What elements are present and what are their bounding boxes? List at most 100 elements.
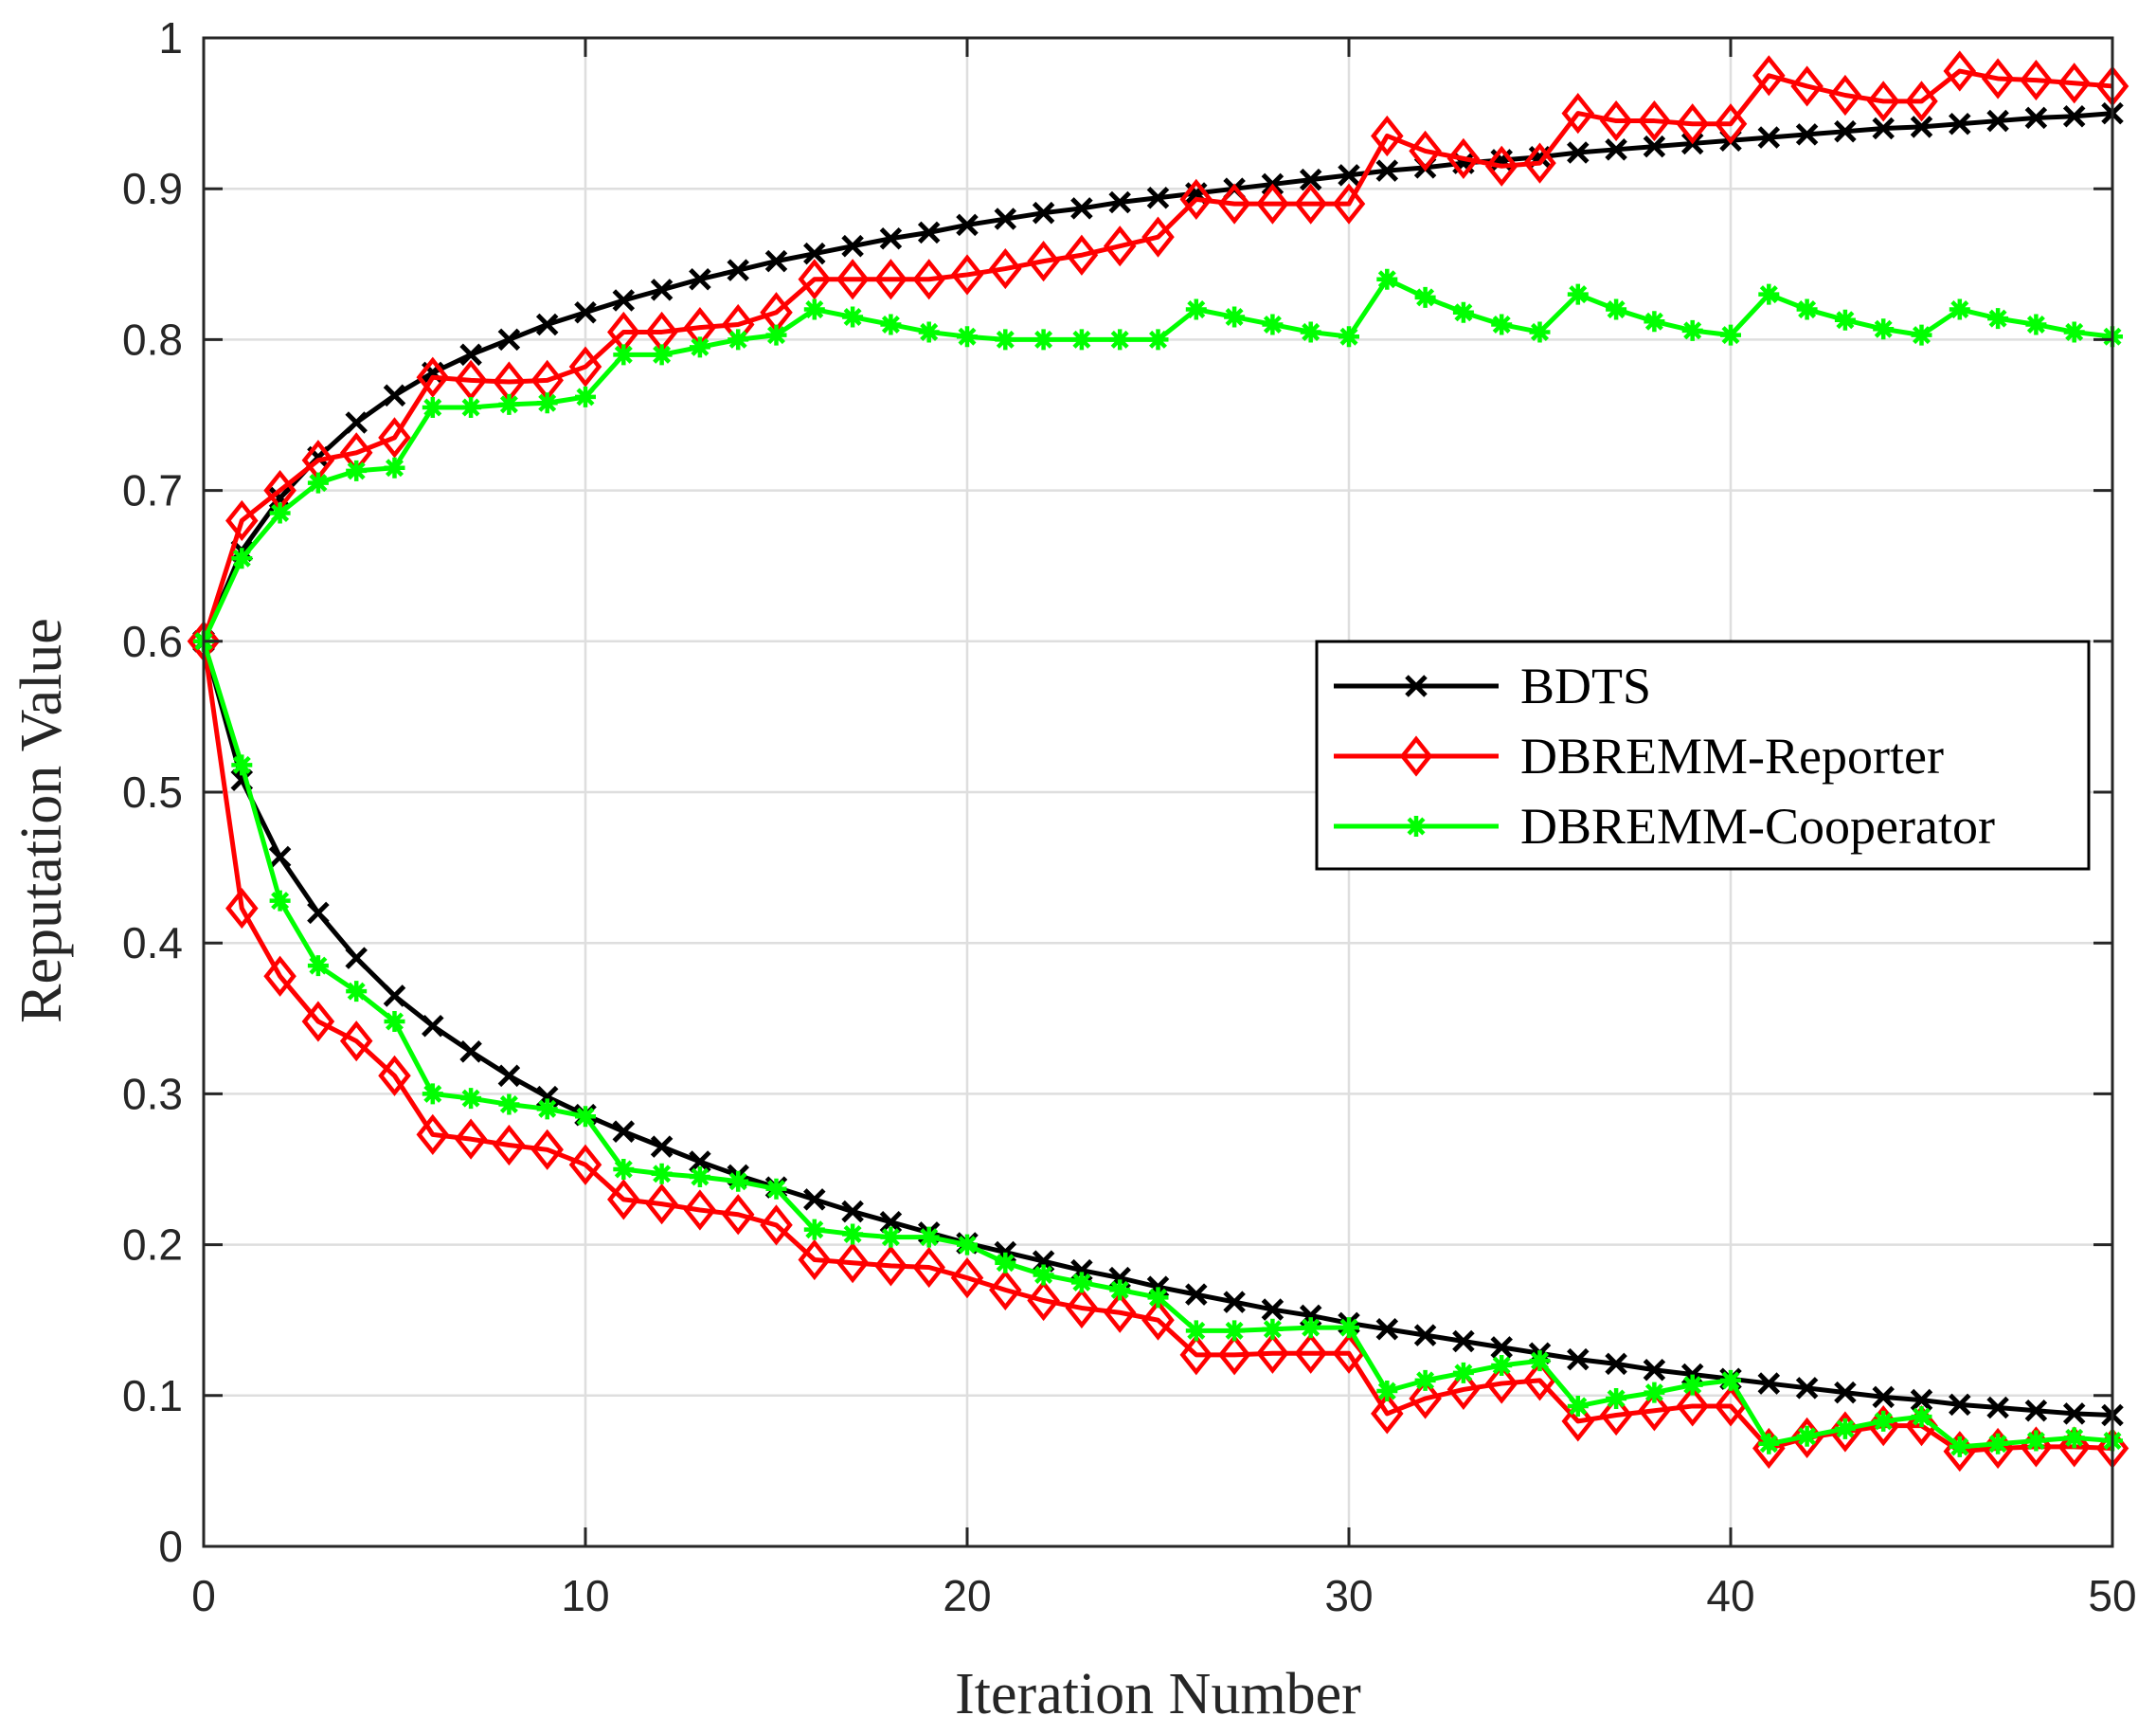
data-point-dbremm-reporter (835, 1242, 870, 1284)
data-point-dbremm-reporter (1409, 1378, 1442, 1419)
data-point-bdts (612, 1120, 636, 1143)
data-point-bdts (1146, 186, 1170, 209)
data-point-dbremm-reporter (1141, 216, 1175, 258)
data-point-dbremm-cooperator (728, 329, 749, 351)
data-point-bdts (1949, 112, 1971, 135)
data-point-dbremm-reporter (1065, 1287, 1099, 1329)
data-point-dbremm-cooperator (2025, 1430, 2047, 1452)
data-point-bdts (1185, 1283, 1208, 1306)
data-point-dbremm-reporter (378, 1055, 411, 1096)
data-point-dbremm-reporter (1484, 145, 1518, 187)
data-point-dbremm-reporter (1714, 1385, 1748, 1427)
data-point-dbremm-cooperator (1339, 326, 1359, 348)
data-point-bdts (1834, 119, 1857, 143)
data-point-bdts (1567, 1347, 1590, 1371)
data-point-dbremm-cooperator (1681, 1374, 1703, 1396)
y-tick-label: 0.1 (122, 1371, 183, 1420)
data-point-dbremm-reporter (1409, 130, 1442, 172)
data-point-dbremm-reporter (416, 1113, 450, 1155)
data-point-bdts (841, 234, 864, 258)
data-point-dbremm-cooperator (1911, 324, 1932, 346)
data-point-dbremm-cooperator (1033, 329, 1054, 351)
data-point-dbremm-cooperator (1987, 308, 2009, 330)
data-point-dbremm-reporter (301, 1001, 335, 1042)
data-point-dbremm-reporter (1294, 1332, 1327, 1374)
data-point-dbremm-cooperator (995, 1252, 1016, 1273)
data-point-dbremm-reporter (1599, 99, 1633, 142)
data-point-dbremm-reporter (225, 499, 259, 542)
data-point-dbremm-cooperator (1262, 314, 1284, 335)
data-point-dbremm-cooperator (1185, 1320, 1207, 1342)
data-point-dbremm-cooperator (1452, 301, 1474, 323)
data-point-dbremm-reporter (1446, 137, 1481, 179)
data-point-dbremm-reporter (1179, 178, 1213, 220)
data-point-bdts (2062, 105, 2086, 128)
data-point-dbremm-reporter (1371, 115, 1404, 157)
data-point-dbremm-cooperator (1491, 1354, 1513, 1376)
data-point-dbremm-reporter (1179, 1334, 1213, 1376)
data-point-bdts (1910, 116, 1933, 138)
data-point-dbremm-reporter (1446, 1368, 1481, 1411)
data-point-bdts (1375, 1317, 1399, 1341)
data-point-dbremm-reporter (1256, 183, 1289, 225)
data-point-dbremm-reporter (1027, 1279, 1060, 1322)
data-point-dbremm-reporter (1676, 103, 1709, 145)
data-point-dbremm-reporter (1332, 183, 1366, 225)
data-point-bdts (307, 901, 330, 925)
data-point-bdts (1299, 168, 1322, 191)
data-point-bdts (1223, 1291, 1246, 1313)
data-point-bdts (497, 1064, 521, 1088)
data-point-dbremm-cooperator (2063, 1427, 2085, 1449)
data-point-dbremm-cooperator (1070, 1272, 1092, 1293)
data-point-dbremm-reporter (1065, 234, 1099, 276)
data-point-dbremm-reporter (1714, 103, 1748, 145)
data-point-bdts (383, 384, 406, 407)
data-point-dbremm-cooperator (957, 1234, 978, 1255)
data-point-dbremm-reporter (1141, 1299, 1175, 1341)
data-point-dbremm-cooperator (1185, 298, 1207, 320)
data-point-bdts (956, 213, 979, 237)
data-point-dbremm-cooperator (689, 1165, 710, 1187)
data-point-dbremm-cooperator (1796, 1425, 1818, 1447)
data-point-dbremm-reporter (1103, 226, 1137, 267)
data-point-dbremm-cooperator (918, 321, 940, 343)
data-point-dbremm-reporter (1294, 183, 1327, 225)
data-point-dbremm-reporter (835, 259, 870, 300)
data-point-dbremm-cooperator (269, 890, 291, 912)
data-point-dbremm-reporter (989, 247, 1022, 290)
y-axis-label: Reputation Value (9, 618, 74, 1023)
data-point-dbremm-reporter (1027, 241, 1060, 282)
data-point-bdts (879, 226, 903, 250)
data-point-bdts (803, 1188, 826, 1211)
data-point-dbremm-cooperator (1414, 1369, 1436, 1391)
data-point-dbremm-cooperator (1834, 1418, 1856, 1439)
data-point-dbremm-cooperator (1109, 329, 1131, 351)
data-point-bdts (1910, 1388, 1933, 1412)
data-point-dbremm-cooperator (460, 397, 482, 419)
data-point-dbremm-reporter (1256, 1332, 1289, 1374)
data-point-dbremm-cooperator (1033, 1264, 1054, 1286)
data-point-dbremm-cooperator (1452, 1362, 1474, 1383)
data-point-bdts (1605, 1352, 1627, 1376)
data-point-bdts (1261, 1298, 1285, 1321)
legend-marker-shape (1399, 735, 1433, 777)
data-point-bdts (1108, 190, 1131, 214)
data-point-dbremm-reporter (874, 259, 907, 300)
legend: BDTS DBREMM-Reporter DBREMM-Cooperator (1315, 640, 2091, 871)
data-point-dbremm-reporter (378, 417, 411, 459)
axis-ticks: 0 10 20 30 40 50 0 0.1 0.2 0.3 0.4 0.5 0.6 0.7 0.8 0.9 1 (122, 13, 2137, 1620)
data-point-dbremm-cooperator (1529, 1350, 1551, 1372)
data-point-dbremm-cooperator (765, 324, 787, 346)
data-point-dbremm-cooperator (269, 502, 291, 524)
data-point-dbremm-cooperator (575, 386, 596, 407)
data-point-bdts (497, 328, 521, 352)
data-point-dbremm-cooperator (1681, 319, 1703, 341)
data-point-dbremm-reporter (1981, 58, 2015, 99)
legend-label-dbremm-reporter: DBREMM-Reporter (1520, 728, 1944, 785)
legend-marker-shape (1406, 816, 1427, 837)
data-point-bdts (2024, 106, 2048, 130)
x-tick-label: 30 (1324, 1571, 1373, 1620)
data-point-dbremm-reporter (1523, 142, 1556, 184)
data-point-dbremm-cooperator (384, 1010, 405, 1032)
